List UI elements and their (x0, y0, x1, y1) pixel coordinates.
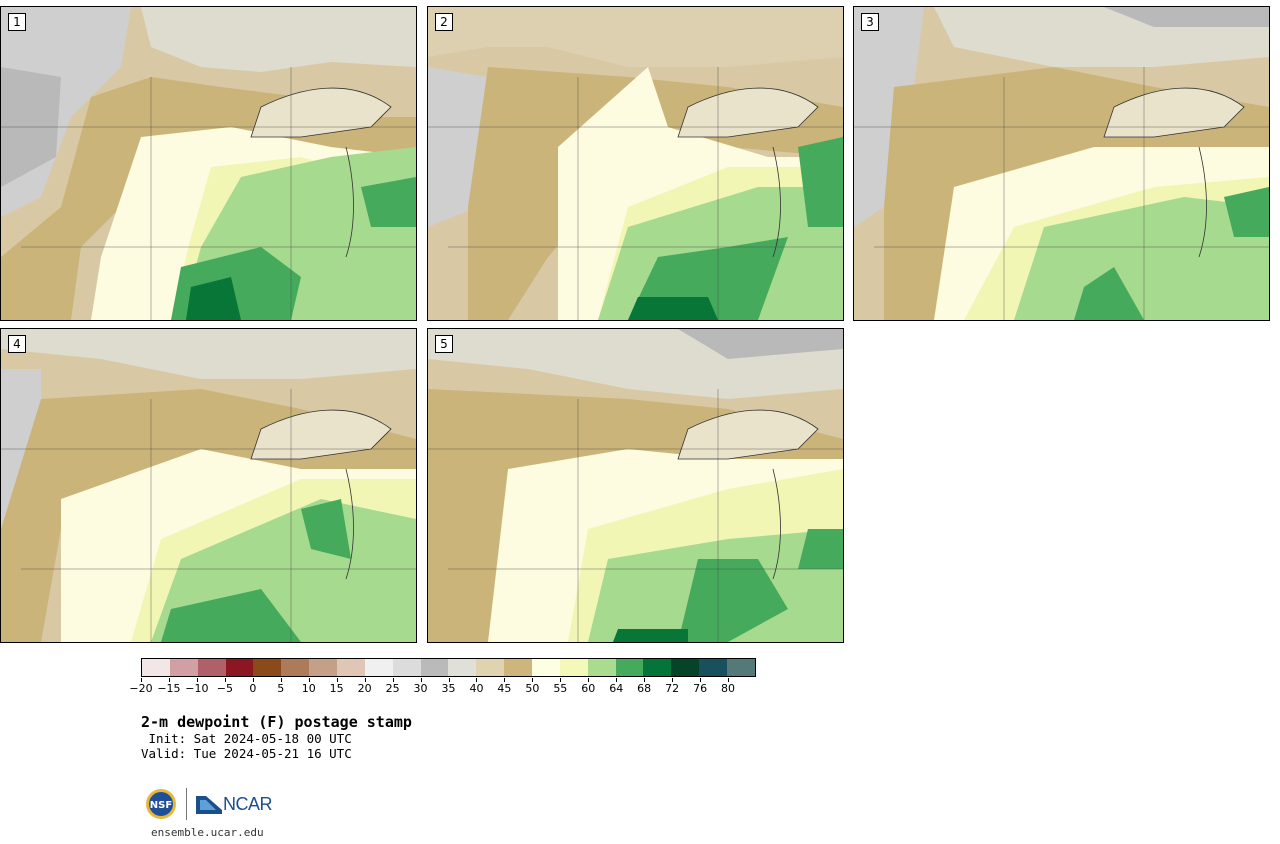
colorbar-segment (699, 659, 728, 676)
dewpoint-map-3 (854, 7, 1269, 320)
colorbar-segment (587, 659, 616, 676)
colorbar-segment (337, 659, 365, 676)
colorbar-tick-label: 60 (581, 682, 596, 695)
colorbar-segment (197, 659, 226, 676)
colorbar-tick-label: 0 (249, 682, 257, 695)
dewpoint-map-4 (1, 329, 416, 642)
sponsor-logos: NSF NCAR (145, 786, 273, 822)
colorbar-ticks: −20 −15 −10 −5 0 5 10 15 20 25 30 35 40 45 50 55 60 64 68 7… (129, 678, 756, 698)
colorbar-tick (476, 678, 478, 682)
colorbar-segment (448, 659, 477, 676)
colorbar-tick (252, 678, 254, 682)
colorbar-tick-label: 25 (385, 682, 400, 695)
colorbar-segment (420, 659, 449, 676)
colorbar-tick-label: 20 (357, 682, 372, 695)
colorbar-segment (504, 659, 533, 676)
init-time: Init: Sat 2024-05-18 00 UTC (141, 731, 352, 746)
colorbar-segment (169, 659, 198, 676)
colorbar-tick-label: 72 (665, 682, 680, 695)
site-url: ensemble.ucar.edu (151, 826, 264, 839)
product-title: 2-m dewpoint (F) postage stamp (141, 713, 412, 731)
dewpoint-map-2 (428, 7, 843, 320)
colorbar-tick-label: 55 (553, 682, 568, 695)
colorbar-tick (336, 678, 338, 682)
colorbar-segment (727, 659, 755, 676)
colorbar-tick (168, 678, 170, 682)
stamp-panel-4: 4 (0, 328, 417, 643)
dewpoint-map-5 (428, 329, 843, 642)
panel-number-label: 1 (8, 13, 26, 31)
colorbar-tick-label: 40 (469, 682, 484, 695)
stamp-panel-1: 1 (0, 6, 417, 321)
colorbar-tick (364, 678, 366, 682)
stamp-panel-2: 2 (427, 6, 844, 321)
colorbar-tick-label: 5 (277, 682, 285, 695)
colorbar-segment (364, 659, 393, 676)
colorbar-tick-label: −20 (129, 682, 153, 695)
colorbar-tick (141, 678, 142, 682)
colorbar-segment (532, 659, 560, 676)
colorbar-tick (504, 678, 506, 682)
nsf-logo-text: NSF (150, 800, 172, 811)
colorbar-tick (392, 678, 394, 682)
stamp-panel-5: 5 (427, 328, 844, 643)
colorbar-tick-label: 15 (329, 682, 344, 695)
colorbar-tick (728, 678, 730, 682)
panel-number-label: 2 (435, 13, 453, 31)
nsf-logo-icon: NSF (146, 789, 176, 819)
colorbar-tick (308, 678, 310, 682)
colorbar-tick (448, 678, 450, 682)
colorbar-tick-label: −15 (157, 682, 181, 695)
panel-number-label: 5 (435, 335, 453, 353)
panel-number-label: 4 (8, 335, 26, 353)
colorbar-segment (225, 659, 254, 676)
colorbar-segment (142, 659, 170, 676)
colorbar-tick (280, 678, 282, 682)
colorbar-tick (672, 678, 674, 682)
colorbar-tick (644, 678, 646, 682)
colorbar-tick-label: −5 (216, 682, 233, 695)
valid-time: Valid: Tue 2024-05-21 16 UTC (141, 746, 352, 761)
colorbar-tick (588, 678, 590, 682)
colorbar-tick-label: 30 (413, 682, 428, 695)
colorbar-tick-label: 64 (609, 682, 624, 695)
colorbar-tick (616, 678, 618, 682)
colorbar-tick (196, 678, 198, 682)
colorbar-tick (532, 678, 534, 682)
colorbar-tick (560, 678, 562, 682)
panel-number-label: 3 (861, 13, 879, 31)
colorbar-segment (643, 659, 672, 676)
colorbar-tick (700, 678, 702, 682)
colorbar-tick-label: 50 (525, 682, 540, 695)
colorbar-tick-label: −10 (185, 682, 209, 695)
colorbar-tick (224, 678, 226, 682)
colorbar-segment (309, 659, 338, 676)
colorbar-tick-label: 68 (637, 682, 652, 695)
stamp-panel-3: 3 (853, 6, 1270, 321)
colorbar-segment (281, 659, 310, 676)
colorbar-segment (476, 659, 505, 676)
ncar-logo-text: NCAR (223, 793, 273, 814)
colorbar-tick-label: 10 (301, 682, 316, 695)
colorbar-tick-label: 76 (693, 682, 708, 695)
colorbar-tick-label: 80 (721, 682, 736, 695)
colorbar-segment (615, 659, 644, 676)
ncar-mark-icon (196, 796, 222, 814)
colorbar-segment (392, 659, 421, 676)
colorbar-tick (420, 678, 422, 682)
colorbar-segment (253, 659, 282, 676)
colorbar-segment (559, 659, 588, 676)
dewpoint-map-1 (1, 7, 416, 320)
colorbar-tick-label: 35 (441, 682, 456, 695)
colorbar-segment (671, 659, 700, 676)
dewpoint-colorbar (141, 658, 756, 677)
logo-divider (186, 788, 187, 820)
colorbar-tick-label: 45 (497, 682, 512, 695)
